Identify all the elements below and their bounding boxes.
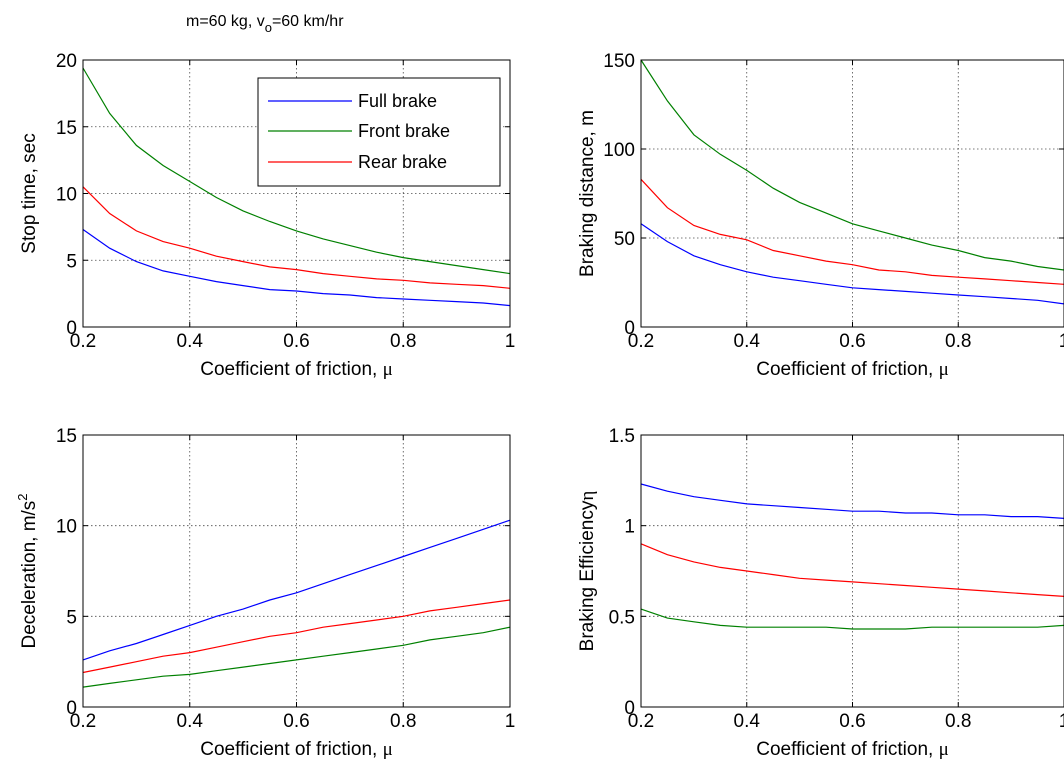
legend-box: [257, 77, 501, 187]
x-tick-label: 0.6: [839, 711, 865, 732]
x-tick-label: 0.4: [177, 331, 204, 352]
subplot-braking-distance: 0.2 0.4 0.6 0.8 1 0 50 100 150 Coefficient of fri…: [577, 51, 1064, 380]
x-tick-label: 0.2: [628, 331, 654, 352]
y-tick-label: 0: [66, 318, 77, 339]
x-axis-label: Coefficient of friction, μ: [756, 359, 949, 380]
subplot-braking-efficiency: 0.2 0.4 0.6 0.8 1 0 0.5 1 1.5 Coefficient of fric…: [577, 426, 1064, 760]
legend-label-rear: Rear brake: [358, 152, 447, 172]
y-axis-label: Braking Efficiencyη: [577, 491, 598, 652]
x-axis-label: Coefficient of friction, μ: [200, 739, 393, 760]
series-line-full: [82, 229, 511, 307]
y-tick-label: 20: [56, 51, 77, 72]
figure-title: m=60 kg, vo=60 km/hr: [186, 13, 344, 35]
x-tick-label: 1: [505, 711, 516, 732]
y-tick-label: 5: [66, 251, 77, 272]
y-tick-label: 0: [66, 698, 77, 719]
y-tick-label: 50: [614, 229, 635, 250]
x-tick-label: 0.2: [70, 331, 96, 352]
x-tick-label: 0.8: [390, 711, 416, 732]
series-line-front: [82, 626, 511, 688]
y-tick-label: 0: [624, 698, 635, 719]
x-axis-label: Coefficient of friction, μ: [200, 359, 393, 380]
series-line-rear: [82, 186, 511, 289]
series-line-rear: [640, 543, 1064, 597]
series-line-full: [640, 483, 1064, 519]
y-tick-label: 150: [603, 51, 635, 72]
y-axis-label: Braking distance, m: [577, 110, 598, 277]
series-line-rear: [82, 599, 511, 674]
y-axis-label: Deceleration, m/s2: [15, 493, 40, 648]
y-tick-label: 10: [56, 517, 77, 538]
series-line-full: [82, 519, 511, 661]
x-tick-label: 0.4: [734, 711, 761, 732]
x-tick-label: 0.8: [390, 331, 416, 352]
y-tick-label: 10: [56, 185, 77, 206]
x-tick-label: 0.4: [734, 331, 761, 352]
y-tick-label: 15: [56, 426, 77, 447]
x-tick-label: 1: [1059, 331, 1064, 352]
y-tick-label: 0: [624, 318, 635, 339]
x-tick-label: 0.2: [628, 711, 654, 732]
x-tick-label: 1: [1059, 711, 1064, 732]
legend: Full brake Front brake Rear brake: [257, 77, 501, 187]
x-tick-label: 1: [505, 331, 516, 352]
series-line-front: [82, 67, 511, 275]
x-tick-label: 0.2: [70, 711, 96, 732]
legend-label-front: Front brake: [358, 121, 450, 141]
series-line-full: [640, 223, 1064, 305]
x-tick-label: 0.8: [945, 331, 971, 352]
x-tick-label: 0.8: [945, 711, 971, 732]
y-tick-label: 15: [56, 118, 77, 139]
x-tick-label: 0.6: [283, 331, 309, 352]
series-line-rear: [640, 178, 1064, 285]
y-tick-label: 100: [603, 140, 635, 161]
y-tick-label: 1: [624, 517, 635, 538]
x-tick-label: 0.6: [839, 331, 865, 352]
legend-label-full: Full brake: [358, 91, 437, 111]
y-tick-label: 1.5: [609, 426, 635, 447]
y-tick-label: 0.5: [609, 607, 635, 628]
series-line-front: [640, 608, 1064, 630]
x-tick-label: 0.4: [177, 711, 204, 732]
y-tick-label: 5: [66, 607, 77, 628]
y-axis-label: Stop time, sec: [19, 133, 40, 253]
x-axis-label: Coefficient of friction, μ: [756, 739, 949, 760]
series-line-front: [640, 59, 1064, 271]
x-tick-label: 0.6: [283, 711, 309, 732]
